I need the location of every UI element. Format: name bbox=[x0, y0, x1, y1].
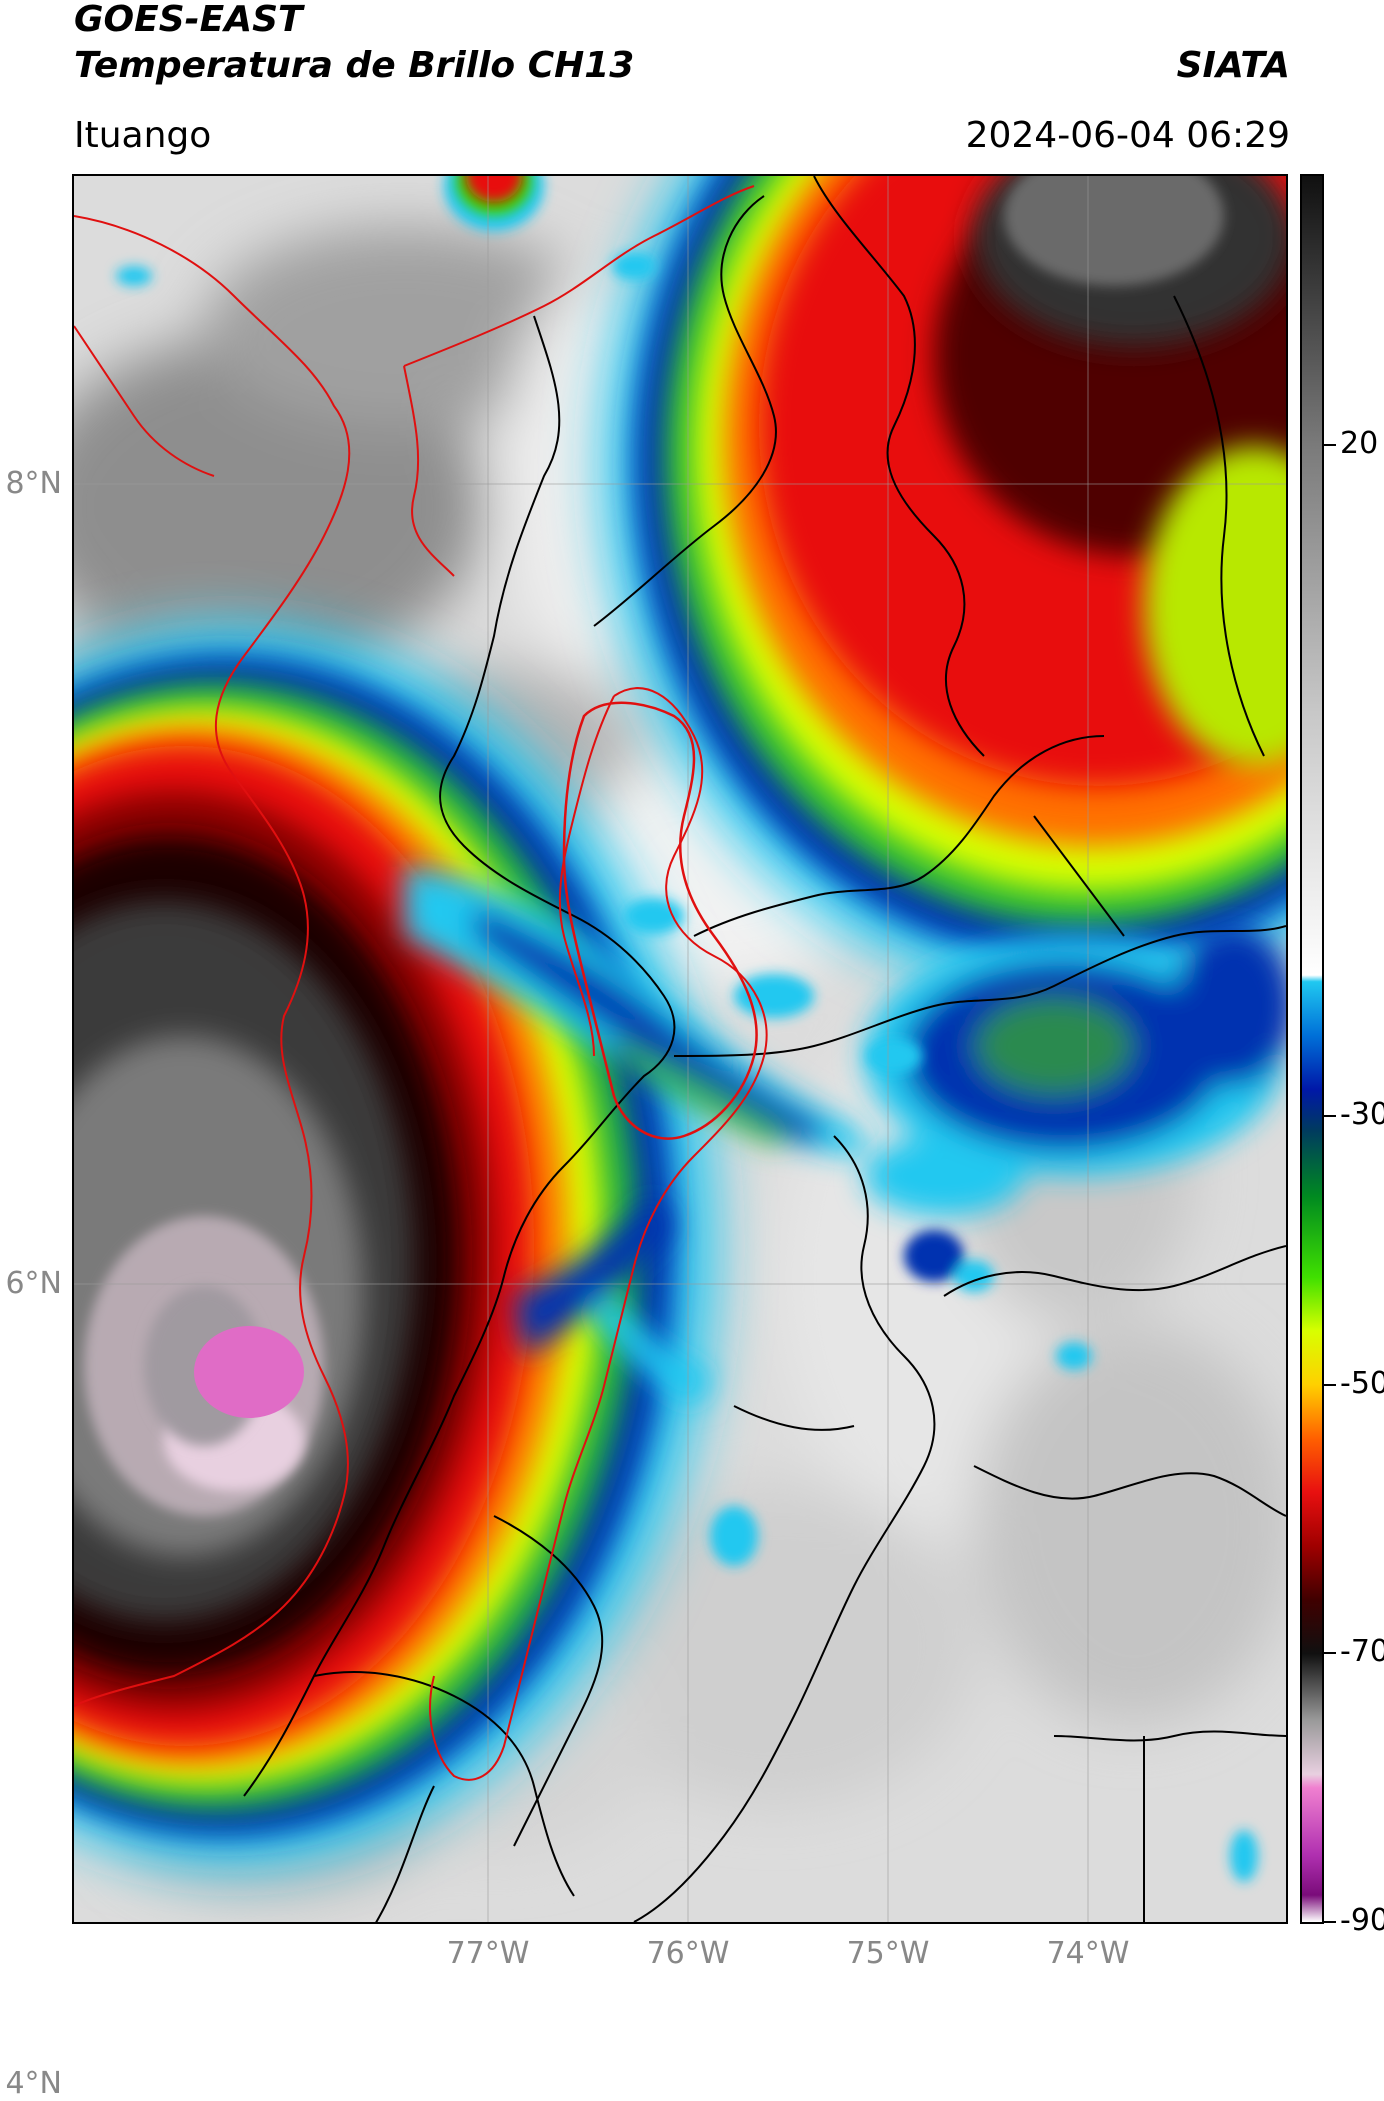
colorbar-tick-mark bbox=[1324, 1383, 1336, 1386]
storm-top-cell bbox=[444, 176, 544, 231]
colorbar-label-20: 20 bbox=[1340, 425, 1379, 461]
lon-label-76w: 76°W bbox=[646, 1936, 730, 1971]
graticule bbox=[74, 176, 1286, 1922]
lat-label-4n: 4°N bbox=[5, 2066, 62, 2101]
coldest-cloud-top bbox=[194, 1326, 304, 1418]
satellite-map-svg bbox=[74, 176, 1286, 1922]
brand-label: SIATA bbox=[1176, 45, 1290, 86]
lon-label-75w: 75°W bbox=[846, 1936, 930, 1971]
title-line1: GOES-EAST bbox=[74, 0, 303, 40]
title-line2: Temperatura de Brillo CH13 bbox=[74, 45, 635, 86]
lat-label-8n: 8°N bbox=[5, 466, 62, 501]
ituango-region-outline bbox=[562, 701, 758, 1140]
temperature-colorbar bbox=[1300, 174, 1324, 1924]
storm-east-cluster bbox=[864, 926, 1286, 1216]
storm-central-band bbox=[404, 866, 874, 1406]
timestamp-label: 2024-06-04 06:29 bbox=[965, 115, 1290, 156]
colorbar-label-minus90: -90 bbox=[1340, 1903, 1384, 1938]
lon-label-74w: 74°W bbox=[1046, 1936, 1130, 1971]
colorbar-label-minus50: -50 bbox=[1340, 1365, 1384, 1401]
location-label: Ituango bbox=[74, 115, 212, 156]
colorbar-label-minus70: -70 bbox=[1340, 1634, 1384, 1670]
colorbar-label-minus30: -30 bbox=[1340, 1097, 1384, 1133]
colorbar-tick-mark bbox=[1324, 1115, 1336, 1118]
storm-northeast bbox=[604, 176, 1286, 996]
lat-label-6n: 6°N bbox=[5, 1266, 62, 1301]
colorbar-tick-mark bbox=[1324, 1652, 1336, 1655]
satellite-map bbox=[72, 174, 1288, 1924]
colorbar-tick-mark bbox=[1324, 1921, 1336, 1923]
lon-label-77w: 77°W bbox=[446, 1936, 530, 1971]
colorbar-tick-mark bbox=[1324, 443, 1336, 446]
scattered-cells bbox=[116, 252, 1258, 1882]
department-borders bbox=[243, 176, 1286, 1922]
regional-borders bbox=[74, 185, 768, 1781]
